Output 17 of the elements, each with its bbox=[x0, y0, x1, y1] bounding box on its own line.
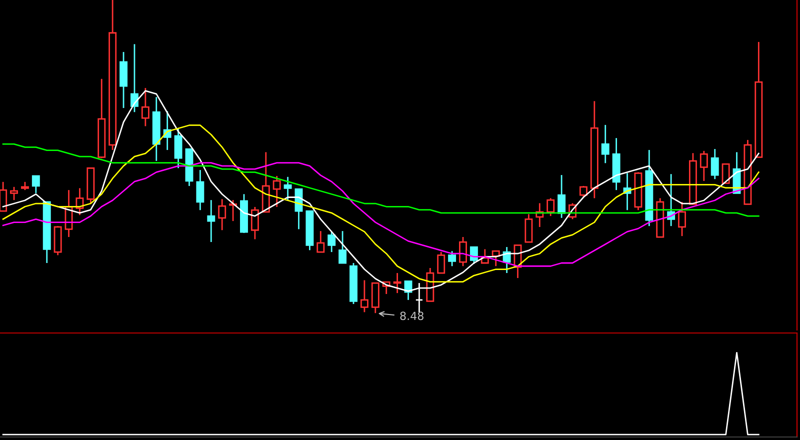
candlestick bbox=[612, 137, 620, 191]
candlestick bbox=[120, 51, 128, 109]
candlestick bbox=[601, 124, 610, 164]
annotation: 8.48 bbox=[400, 312, 424, 320]
candlestick bbox=[218, 198, 226, 231]
candlestick bbox=[207, 199, 216, 243]
candlestick bbox=[590, 100, 598, 199]
candlestick bbox=[558, 174, 566, 219]
candlestick bbox=[108, 0, 117, 151]
candlestick bbox=[710, 148, 719, 180]
candlestick bbox=[152, 96, 160, 162]
candlestick bbox=[678, 201, 686, 237]
candlestick bbox=[196, 169, 204, 211]
candlestick bbox=[141, 87, 150, 127]
candlestick bbox=[64, 189, 73, 238]
candlestick bbox=[393, 272, 402, 294]
candlestick bbox=[536, 202, 544, 228]
